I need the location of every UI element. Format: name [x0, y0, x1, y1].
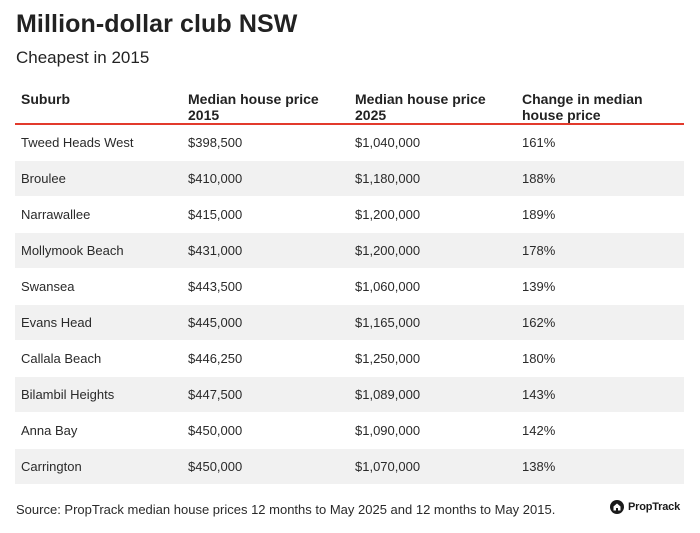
cell-change: 138% — [516, 448, 684, 485]
table-header-row: Suburb Median house price 2015 Median ho… — [15, 84, 684, 124]
cell-suburb: Callala Beach — [21, 351, 102, 366]
column-header-price-2015: Median house price 2015 — [188, 91, 319, 123]
cell-price-2025: $1,200,000 — [349, 232, 516, 269]
cell-price-2015: $447,500 — [182, 376, 349, 413]
house-icon — [609, 500, 624, 514]
table-row: Carrington $450,000 $1,070,000 138% — [15, 448, 684, 485]
cell-price-2025: $1,040,000 — [355, 135, 421, 150]
table-row: Swansea $443,500 $1,060,000 139% — [15, 269, 684, 305]
cell-price-2025: $1,070,000 — [349, 448, 516, 485]
chart-title: Million-dollar club NSW — [16, 10, 298, 38]
table-row: Callala Beach $446,250 $1,250,000 180% — [15, 341, 684, 377]
table-row: Anna Bay $450,000 $1,090,000 142% — [15, 413, 684, 449]
cell-suburb: Broulee — [15, 160, 182, 197]
cell-price-2025: $1,200,000 — [355, 207, 421, 222]
cell-suburb: Evans Head — [15, 304, 182, 341]
cell-change: 188% — [516, 160, 684, 197]
chart-subtitle: Cheapest in 2015 — [16, 48, 150, 67]
table-row: Mollymook Beach $431,000 $1,200,000 178% — [15, 232, 684, 269]
table-row: Broulee $410,000 $1,180,000 188% — [15, 160, 684, 197]
cell-suburb: Mollymook Beach — [15, 232, 182, 269]
cell-suburb: Narrawallee — [21, 207, 91, 222]
cell-change: 162% — [516, 304, 684, 341]
cell-suburb: Carrington — [15, 448, 182, 485]
cell-price-2025: $1,180,000 — [349, 160, 516, 197]
cell-price-2025: $1,090,000 — [355, 423, 421, 438]
data-table: Suburb Median house price 2015 Median ho… — [15, 84, 684, 485]
cell-price-2015: $450,000 — [188, 423, 243, 438]
cell-change: 139% — [522, 279, 556, 294]
cell-price-2015: $415,000 — [188, 207, 243, 222]
cell-change: 161% — [522, 135, 556, 150]
cell-suburb: Bilambil Heights — [15, 376, 182, 413]
table-header: Suburb Median house price 2015 Median ho… — [15, 84, 684, 124]
column-header-change: Change in median house price — [522, 91, 643, 123]
brand-name: PropTrack — [627, 501, 680, 513]
column-header-price-2025: Median house price 2025 — [355, 91, 486, 123]
cell-price-2025: $1,060,000 — [355, 279, 421, 294]
cell-price-2015: $410,000 — [182, 160, 349, 197]
table-row: Evans Head $445,000 $1,165,000 162% — [15, 304, 684, 341]
cell-suburb: Tweed Heads West — [21, 135, 134, 150]
source-note: Source: PropTrack median house prices 12… — [16, 502, 556, 517]
cell-suburb: Anna Bay — [21, 423, 78, 438]
cell-change: 142% — [522, 423, 556, 438]
table-row: Tweed Heads West $398,500 $1,040,000 161% — [15, 124, 684, 161]
cell-change: 189% — [522, 207, 556, 222]
cell-price-2015: $446,250 — [188, 351, 243, 366]
cell-price-2025: $1,165,000 — [349, 304, 516, 341]
cell-change: 143% — [516, 376, 684, 413]
cell-change: 180% — [522, 351, 556, 366]
data-table-container: Suburb Median house price 2015 Median ho… — [15, 84, 684, 485]
cell-suburb: Swansea — [21, 279, 75, 294]
table-body: Tweed Heads West $398,500 $1,040,000 161% Br… — [15, 124, 684, 485]
cell-price-2015: $398,500 — [188, 135, 243, 150]
table-row: Bilambil Heights $447,500 $1,089,000 143% — [15, 376, 684, 413]
column-header-suburb: Suburb — [21, 91, 70, 107]
cell-change: 178% — [516, 232, 684, 269]
cell-price-2015: $445,000 — [182, 304, 349, 341]
cell-price-2025: $1,250,000 — [355, 351, 421, 366]
cell-price-2015: $443,500 — [188, 279, 243, 294]
brand-logo: PropTrack — [609, 500, 680, 514]
table-row: Narrawallee $415,000 $1,200,000 189% — [15, 197, 684, 233]
cell-price-2025: $1,089,000 — [349, 376, 516, 413]
cell-price-2015: $431,000 — [182, 232, 349, 269]
cell-price-2015: $450,000 — [182, 448, 349, 485]
